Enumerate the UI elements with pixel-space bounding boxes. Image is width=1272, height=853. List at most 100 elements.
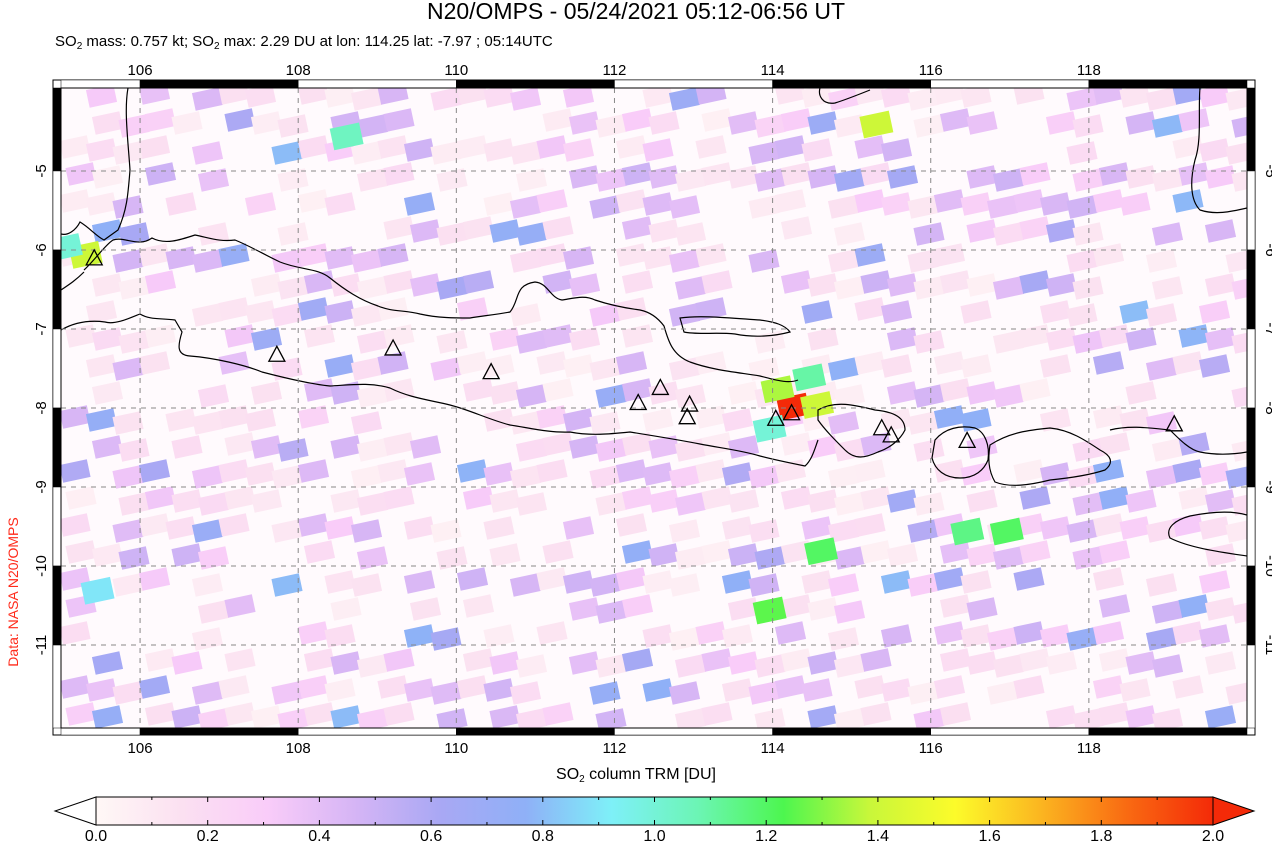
so2-pixel [138,243,171,267]
lon-tick-label: 118 [1076,62,1101,79]
so2-pixel [383,162,415,186]
so2-pixel [833,546,866,570]
so2-pixel [827,411,860,435]
so2-pixel [1013,459,1045,483]
so2-pixel [509,573,542,597]
so2-pixel [483,354,515,378]
so2-pixel [489,651,521,675]
so2-pixel [277,276,309,300]
so2-pixel [1098,432,1131,456]
so2-pixel [483,138,515,162]
so2-pixel [1151,438,1184,462]
so2-pixel [1066,88,1098,111]
so2-pixel [112,195,144,219]
so2-pixel [833,384,866,408]
so2-pixel [615,189,648,213]
so2-pixel [1225,519,1247,543]
so2-pixel [939,540,972,564]
so2-pixel [986,195,1019,219]
so2-pixel [1066,141,1098,165]
so2-pixel [913,276,945,300]
so2-pixel [65,702,97,726]
so2-pixel [244,408,277,432]
so2-pixel [801,570,833,594]
so2-pixel [350,573,383,597]
so2-pixel [324,354,356,378]
so2-pixel [224,324,256,348]
colorbar-tick-label: 1.4 [866,828,890,845]
so2-pixel [277,222,309,246]
so2-pixel [780,162,813,186]
so2-pixel [966,543,998,567]
so2-pixel [880,570,913,594]
so2-pixel [91,381,124,405]
so2-pixel [589,465,621,489]
so2-pixel [430,88,462,111]
so2-pixel [330,435,362,459]
so2-pixel [807,111,839,135]
so2-pixel [1098,648,1131,672]
so2-pixel [1072,438,1104,462]
so2-pixel [350,465,383,489]
so2-pixel [1072,114,1104,138]
so2-pixel [303,324,336,348]
so2-pixel [860,270,892,294]
so2-pixel [854,513,886,537]
so2-pixel [589,195,621,219]
so2-pixel [138,675,171,699]
so2-pixel-high [760,375,795,404]
so2-pixel [303,378,336,402]
so2-pixel [595,114,627,138]
so2-pixel [701,540,733,564]
so2-pixel [171,705,203,728]
so2-pixel [1198,354,1231,378]
so2-pixel [330,705,362,728]
so2-pixel [1151,168,1184,192]
subtitle-subscript: 2 [213,41,220,52]
so2-pixel [727,111,760,135]
so2-pixel [695,243,727,267]
so2-pixel [827,465,860,489]
so2-pixel [224,486,256,510]
so2-pixel [727,543,760,567]
so2-pixel [383,216,415,240]
so2-pixel [1231,600,1247,624]
so2-pixel [966,273,998,297]
so2-pixel [297,405,330,429]
lon-tick-label: 110 [444,740,469,757]
so2-pixel [1013,621,1045,645]
so2-pixel [1013,88,1045,105]
so2-pixel [324,570,356,594]
lon-tick-label: 116 [918,740,943,757]
so2-pixel [509,195,542,219]
so2-pixel [462,378,495,402]
so2-pixel [1231,114,1247,138]
so2-pixel [456,459,489,483]
so2-pixel [754,546,786,570]
so2-pixel [1172,459,1204,483]
so2-pixel [112,249,144,273]
so2-pixel [727,435,760,459]
so2-pixel [1092,675,1125,699]
so2-pixel [695,459,727,483]
so2-pixel [774,88,807,105]
subtitle-mass: mass: 0.757 kt; SO [82,33,214,50]
so2-pixel [191,465,224,489]
so2-pixel [1066,519,1098,543]
so2-pixel [1119,678,1151,702]
so2-pixel [960,88,992,108]
so2-pixel [801,678,833,702]
so2-pixel [833,276,866,300]
so2-pixel [1019,378,1051,402]
so2-pixel [350,357,383,381]
so2-pixel [1098,162,1131,186]
so2-pixel [827,249,860,273]
lon-tick-label: 108 [285,62,311,79]
so2-pixel [1198,516,1231,540]
so2-pixel [515,384,548,408]
so2-pixel [244,192,277,216]
so2-pixel [171,111,203,135]
so2-pixel [91,651,124,675]
colorbar-tick-label: 2.0 [1201,828,1225,845]
so2-pixel [536,189,568,213]
